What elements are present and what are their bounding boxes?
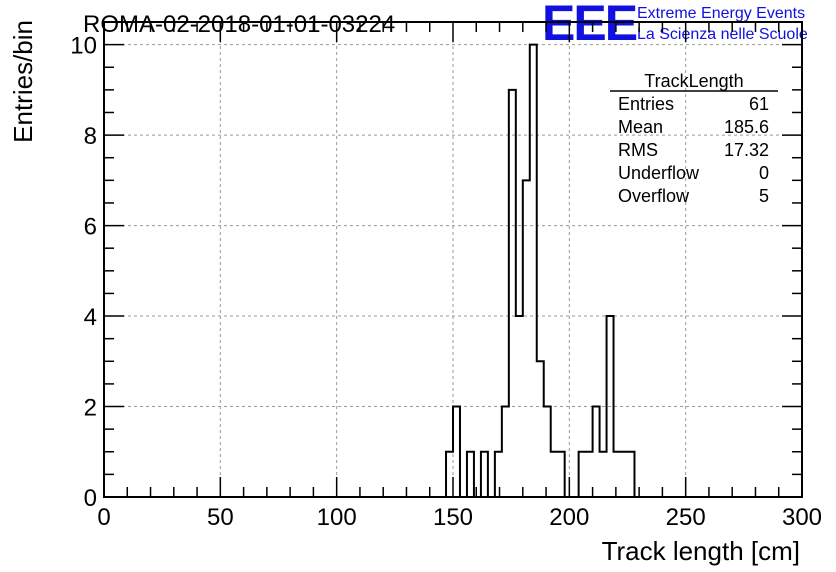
y-tick-label: 2	[84, 395, 97, 422]
stats-value: 61	[749, 94, 769, 114]
histogram-bin	[579, 452, 586, 497]
x-tick-label: 0	[97, 504, 110, 531]
x-tick-labels: 0 50 100 150 200 250 300	[97, 504, 822, 531]
chart-title: ROMA-02-2018-01-01-03224	[83, 11, 395, 38]
stats-label: RMS	[618, 140, 658, 160]
histogram-outline	[445, 43, 636, 497]
histogram-bin	[558, 452, 565, 497]
y-tick-label: 10	[70, 33, 97, 60]
histogram-bin	[544, 407, 551, 497]
axis-ticks	[103, 22, 803, 498]
x-axis-label: Track length [cm]	[602, 536, 800, 566]
x-tick-label: 150	[433, 504, 473, 531]
stats-rows: Entries 61 Mean 185.6 RMS 17.32 Underflow 0 Over…	[618, 94, 769, 206]
stats-title: TrackLength	[644, 71, 743, 91]
histogram-bin	[537, 361, 544, 497]
histogram-bin	[446, 452, 453, 497]
histogram-bin	[509, 90, 516, 497]
histogram-bin	[586, 452, 593, 497]
histogram-bin	[530, 45, 537, 497]
y-tick-label: 8	[84, 123, 97, 150]
brand-line-1: Extreme Energy Events	[637, 5, 805, 22]
grid-lines	[104, 22, 802, 497]
stats-label: Overflow	[618, 186, 690, 206]
histogram-bin	[481, 452, 488, 497]
stats-value: 0	[759, 163, 769, 183]
histogram-bin	[453, 407, 460, 497]
stats-value: 17.32	[724, 140, 769, 160]
y-tick-label: 6	[84, 214, 97, 241]
x-tick-label: 100	[317, 504, 357, 531]
stats-label: Mean	[618, 117, 663, 137]
y-tick-label: 4	[84, 304, 97, 331]
y-tick-label: 0	[84, 485, 97, 512]
stats-label: Entries	[618, 94, 674, 114]
eee-logo: EEE	[542, 0, 637, 51]
stats-box: TrackLength Entries 61 Mean 185.6 RMS 17.32 Un…	[610, 71, 778, 206]
histogram-bin	[628, 452, 635, 497]
histogram-bin	[593, 407, 600, 497]
histogram-bin	[467, 452, 474, 497]
x-tick-label: 250	[666, 504, 706, 531]
histogram-bin	[495, 452, 502, 497]
x-tick-label: 200	[549, 504, 589, 531]
histogram-bin	[523, 180, 530, 497]
y-axis-label: Entries/bin	[8, 20, 38, 143]
histogram-bin	[502, 407, 509, 497]
y-tick-labels: 0 2 4 6 8 10	[70, 33, 97, 512]
histogram-bin	[621, 452, 628, 497]
stats-value: 185.6	[724, 117, 769, 137]
histogram-bin	[614, 452, 621, 497]
histogram-bin	[600, 452, 607, 497]
x-tick-label: 300	[782, 504, 822, 531]
x-tick-label: 50	[207, 504, 234, 531]
brand-line-2: La Scienza nelle Scuole	[637, 26, 808, 43]
stats-label: Underflow	[618, 163, 700, 183]
histogram-bin	[551, 452, 558, 497]
stats-value: 5	[759, 186, 769, 206]
